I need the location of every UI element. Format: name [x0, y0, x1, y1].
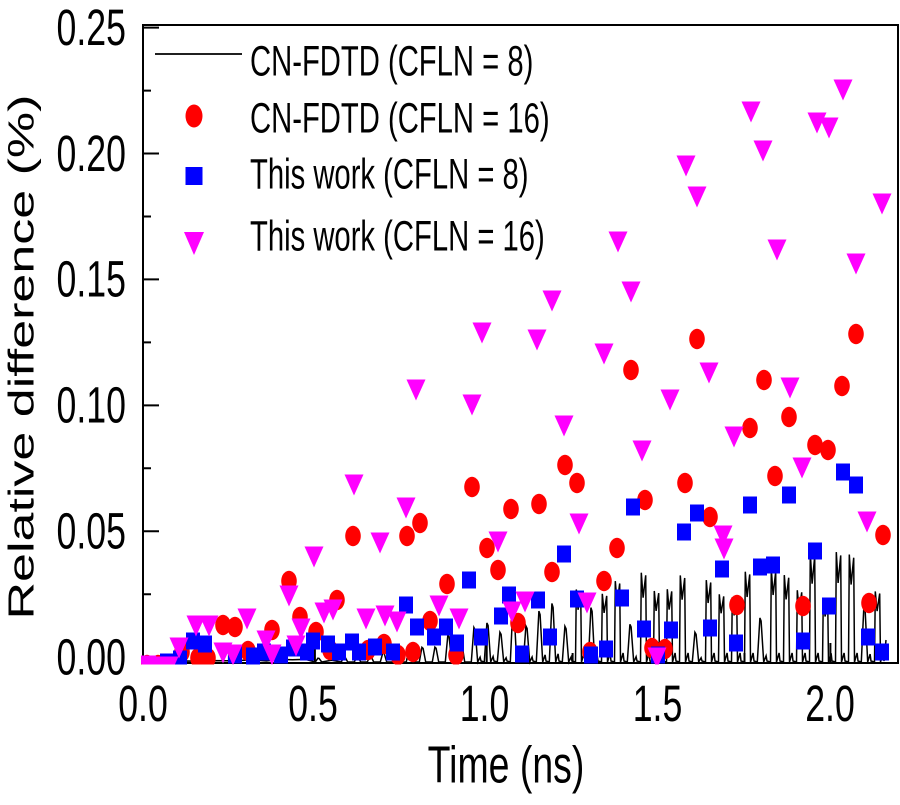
- svg-text:0.15: 0.15: [57, 252, 126, 309]
- svg-text:0.05: 0.05: [57, 503, 126, 560]
- svg-text:0.5: 0.5: [288, 676, 338, 733]
- svg-text:0.0: 0.0: [118, 676, 168, 733]
- svg-text:This work (CFLN = 16): This work (CFLN = 16): [250, 212, 545, 260]
- svg-text:1.0: 1.0: [460, 676, 510, 733]
- svg-text:Time (ns): Time (ns): [428, 735, 585, 794]
- svg-text:CN-FDTD (CFLN = 8): CN-FDTD (CFLN = 8): [250, 37, 533, 85]
- svg-text:1.5: 1.5: [633, 676, 683, 733]
- svg-text:This work (CFLN = 8): This work (CFLN = 8): [250, 150, 528, 198]
- svg-text:0.00: 0.00: [57, 629, 126, 686]
- svg-text:0.10: 0.10: [57, 377, 126, 434]
- svg-text:Relative difference (%): Relative difference (%): [0, 95, 41, 620]
- svg-text:CN-FDTD (CFLN = 16): CN-FDTD (CFLN = 16): [250, 94, 550, 142]
- svg-text:0.25: 0.25: [57, 0, 126, 56]
- svg-text:0.20: 0.20: [57, 126, 126, 183]
- svg-text:2.0: 2.0: [805, 676, 855, 733]
